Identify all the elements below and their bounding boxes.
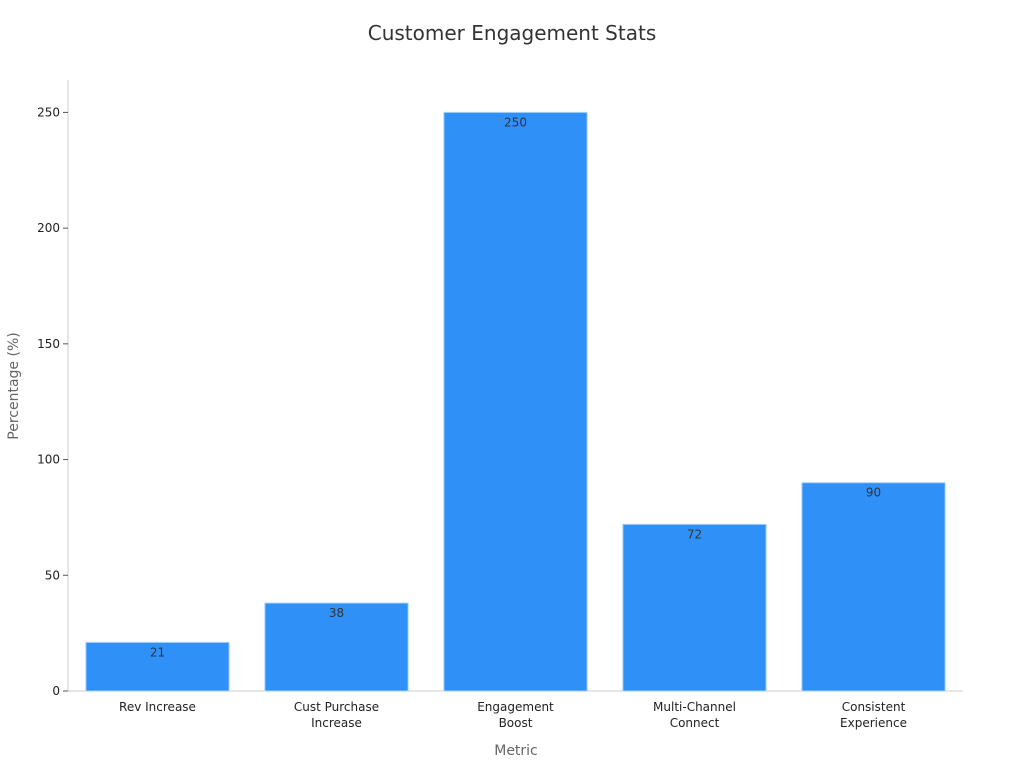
y-tick-label: 200 bbox=[37, 221, 60, 235]
bar-data-label: 250 bbox=[504, 115, 527, 129]
bar-data-label: 21 bbox=[150, 645, 165, 659]
bar bbox=[622, 523, 767, 692]
bar bbox=[264, 602, 409, 692]
x-tick-label: Consistent bbox=[842, 700, 906, 714]
x-tick-label: Increase bbox=[311, 716, 362, 730]
x-axis-title: Metric bbox=[494, 743, 538, 759]
y-tick-label: 250 bbox=[37, 105, 60, 119]
y-axis: 0 50 100 150 200 250 bbox=[37, 80, 69, 698]
bar-data-label: 90 bbox=[866, 486, 881, 500]
y-tick-label: 150 bbox=[37, 337, 60, 351]
bar-data-label: 72 bbox=[687, 527, 702, 541]
bars-group: 21 38 250 72 90 bbox=[85, 111, 946, 692]
bar-data-label: 38 bbox=[329, 606, 344, 620]
bar bbox=[85, 641, 230, 692]
x-tick-label: Multi-Channel bbox=[653, 700, 736, 714]
x-tick-label: Engagement bbox=[477, 700, 554, 714]
x-tick-label: Boost bbox=[499, 716, 533, 730]
bar bbox=[801, 482, 946, 692]
x-tick-label: Experience bbox=[840, 716, 907, 730]
x-tick-label: Rev Increase bbox=[119, 700, 196, 714]
y-tick-label: 0 bbox=[52, 684, 60, 698]
x-axis: Rev Increase Cust Purchase Increase Engagem… bbox=[68, 690, 963, 730]
chart-title: Customer Engagement Stats bbox=[368, 21, 657, 45]
y-tick-label: 50 bbox=[45, 568, 60, 582]
y-axis-title: Percentage (%) bbox=[6, 332, 22, 439]
bar bbox=[443, 111, 588, 692]
x-tick-label: Cust Purchase bbox=[294, 700, 379, 714]
y-tick-label: 100 bbox=[37, 453, 60, 467]
x-tick-label: Connect bbox=[670, 716, 720, 730]
